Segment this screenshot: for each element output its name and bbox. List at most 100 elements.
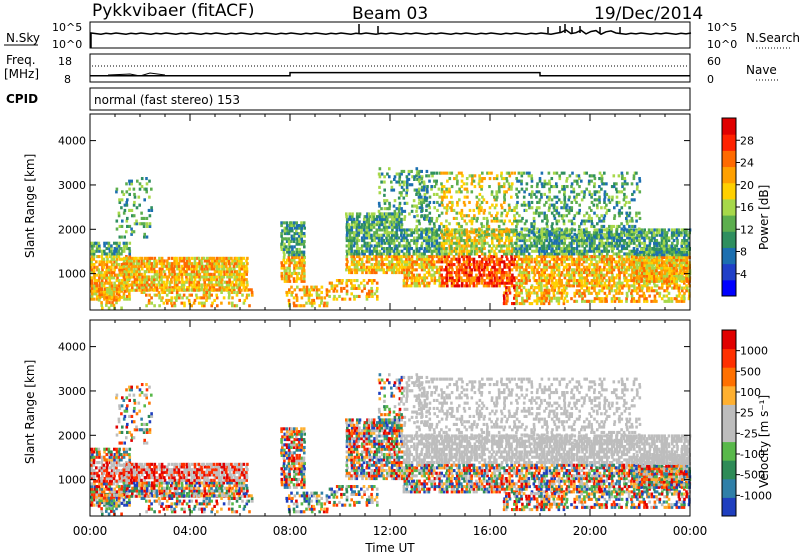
power-cell xyxy=(493,265,496,269)
power-cell xyxy=(310,301,313,305)
power-cell xyxy=(377,172,381,176)
power-cell xyxy=(617,255,621,259)
power-cell xyxy=(512,228,516,232)
power-cell xyxy=(90,279,94,283)
power-cell xyxy=(426,255,429,259)
power-cell xyxy=(503,284,507,288)
power-cell xyxy=(428,195,432,199)
power-cell xyxy=(452,281,456,285)
power-cell xyxy=(166,262,169,266)
power-cell xyxy=(598,279,601,283)
power-cell xyxy=(300,237,303,241)
power-cell xyxy=(380,263,383,267)
power-cell xyxy=(415,209,418,213)
power-cell xyxy=(153,278,156,282)
power-cell xyxy=(97,279,101,283)
power-cell xyxy=(402,255,406,259)
power-cell xyxy=(370,225,373,229)
power-cell xyxy=(567,271,571,275)
power-cell xyxy=(613,182,616,186)
power-cell xyxy=(390,180,393,184)
power-cell xyxy=(442,247,446,251)
power-cell xyxy=(548,203,552,207)
power-cell xyxy=(552,206,556,210)
power-cell xyxy=(353,239,356,243)
power-cell xyxy=(527,276,531,280)
power-cell xyxy=(206,270,209,274)
power-cell xyxy=(530,265,534,269)
power-cell xyxy=(583,255,586,259)
power-cell xyxy=(330,284,334,288)
power-cell xyxy=(597,273,601,277)
power-cell xyxy=(398,172,401,176)
power-cell xyxy=(571,263,574,267)
power-cell xyxy=(503,296,506,300)
power-cell xyxy=(332,289,336,293)
power-cell xyxy=(655,265,658,269)
power-cell xyxy=(495,195,499,199)
power-cell xyxy=(397,263,401,267)
power-cell xyxy=(516,179,519,183)
power-cell xyxy=(503,195,506,199)
power-cell xyxy=(490,255,493,259)
power-cell xyxy=(468,273,471,277)
power-cell xyxy=(610,279,613,283)
power-cell xyxy=(655,284,659,288)
power-cell xyxy=(473,214,476,218)
power-cell xyxy=(468,284,472,288)
power-cell xyxy=(138,280,142,284)
power-cell xyxy=(575,252,579,256)
power-cell xyxy=(577,241,581,245)
power-cell xyxy=(570,284,573,288)
power-cell xyxy=(458,239,462,243)
power-cell xyxy=(200,283,204,287)
power-cell xyxy=(190,262,194,266)
power-cell xyxy=(520,284,523,288)
power-cell xyxy=(576,244,579,248)
power-cell xyxy=(415,219,419,223)
power-cell xyxy=(612,185,616,189)
power-cell xyxy=(353,271,357,275)
power-cell xyxy=(355,268,358,272)
power-cell xyxy=(463,214,466,218)
power-cell xyxy=(170,280,173,284)
power-cell xyxy=(302,277,306,281)
power-cell xyxy=(122,283,126,287)
power-cell xyxy=(632,190,636,194)
power-cell xyxy=(473,252,477,256)
power-cell xyxy=(411,175,414,179)
power-cell xyxy=(220,288,223,292)
power-cell xyxy=(496,260,499,264)
power-cell xyxy=(478,203,482,207)
power-cell xyxy=(670,281,673,285)
power-cell xyxy=(112,293,116,297)
power-cell xyxy=(553,255,556,259)
power-cell xyxy=(637,281,641,285)
power-cell xyxy=(202,256,206,260)
power-cell xyxy=(631,219,634,223)
power-cell xyxy=(422,182,426,186)
power-cell xyxy=(527,273,531,277)
power-cell xyxy=(418,206,422,210)
power-cell xyxy=(415,227,418,231)
power-cell xyxy=(643,276,646,280)
power-cell xyxy=(598,200,601,204)
power-cell xyxy=(325,293,329,297)
power-cell xyxy=(513,255,517,259)
power-cell xyxy=(620,222,623,226)
power-cell xyxy=(200,286,204,290)
power-cell xyxy=(608,255,612,259)
power-cell xyxy=(108,284,112,288)
power-cell xyxy=(460,190,463,194)
power-cell xyxy=(403,231,407,235)
power-cell xyxy=(498,271,502,275)
power-cell xyxy=(161,296,164,300)
power-cell xyxy=(483,265,486,269)
power-cell xyxy=(527,200,531,204)
power-cell xyxy=(108,265,111,269)
power-cell xyxy=(360,236,364,240)
power-cell xyxy=(577,244,581,248)
power-cell xyxy=(362,228,366,232)
power-cell xyxy=(393,265,396,269)
power-cell xyxy=(525,219,528,223)
